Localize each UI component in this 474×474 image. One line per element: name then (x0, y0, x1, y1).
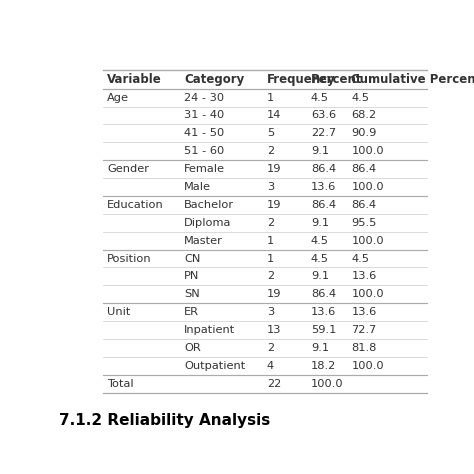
Text: 100.0: 100.0 (351, 289, 384, 299)
Text: 2: 2 (267, 218, 274, 228)
Text: 86.4: 86.4 (351, 164, 376, 174)
Text: 68.2: 68.2 (351, 110, 376, 120)
Text: 90.9: 90.9 (351, 128, 377, 138)
Text: 100.0: 100.0 (351, 146, 384, 156)
Text: 95.5: 95.5 (351, 218, 377, 228)
Text: 1: 1 (267, 92, 274, 102)
Text: 4.5: 4.5 (311, 236, 329, 246)
Text: Frequency: Frequency (267, 73, 336, 86)
Text: 9.1: 9.1 (311, 343, 329, 353)
Text: 4.5: 4.5 (351, 254, 369, 264)
Text: 86.4: 86.4 (311, 200, 336, 210)
Text: Inpatient: Inpatient (184, 325, 236, 335)
Text: Unit: Unit (107, 307, 130, 317)
Text: 13.6: 13.6 (351, 272, 376, 282)
Text: 2: 2 (267, 146, 274, 156)
Text: 2: 2 (267, 343, 274, 353)
Text: 5: 5 (267, 128, 274, 138)
Text: 4.5: 4.5 (351, 92, 369, 102)
Text: 19: 19 (267, 200, 281, 210)
Text: Gender: Gender (107, 164, 149, 174)
Text: ER: ER (184, 307, 199, 317)
Text: 4: 4 (267, 361, 274, 371)
Text: 86.4: 86.4 (311, 164, 336, 174)
Text: 2: 2 (267, 272, 274, 282)
Text: 18.2: 18.2 (311, 361, 336, 371)
Text: 100.0: 100.0 (351, 361, 384, 371)
Text: 4.5: 4.5 (311, 254, 329, 264)
Text: 3: 3 (267, 307, 274, 317)
Text: 13.6: 13.6 (351, 307, 376, 317)
Text: 51 - 60: 51 - 60 (184, 146, 224, 156)
Text: 100.0: 100.0 (311, 379, 344, 389)
Text: 4.5: 4.5 (311, 92, 329, 102)
Text: Category: Category (184, 73, 245, 86)
Text: 9.1: 9.1 (311, 146, 329, 156)
Text: 14: 14 (267, 110, 281, 120)
Text: OR: OR (184, 343, 201, 353)
Text: Outpatient: Outpatient (184, 361, 246, 371)
Text: 9.1: 9.1 (311, 272, 329, 282)
Text: Male: Male (184, 182, 211, 192)
Text: Diploma: Diploma (184, 218, 231, 228)
Text: 100.0: 100.0 (351, 182, 384, 192)
Text: Bachelor: Bachelor (184, 200, 234, 210)
Text: Variable: Variable (107, 73, 162, 86)
Text: Education: Education (107, 200, 164, 210)
Text: 1: 1 (267, 254, 274, 264)
Text: 3: 3 (267, 182, 274, 192)
Text: 7.1.2 Reliability Analysis: 7.1.2 Reliability Analysis (59, 413, 271, 428)
Text: 1: 1 (267, 236, 274, 246)
Text: 24 - 30: 24 - 30 (184, 92, 224, 102)
Text: 59.1: 59.1 (311, 325, 336, 335)
Text: Position: Position (107, 254, 152, 264)
Text: Female: Female (184, 164, 225, 174)
Text: Master: Master (184, 236, 223, 246)
Text: Percent: Percent (311, 73, 363, 86)
Text: 9.1: 9.1 (311, 218, 329, 228)
Text: Total: Total (107, 379, 134, 389)
Text: PN: PN (184, 272, 200, 282)
Text: 86.4: 86.4 (311, 289, 336, 299)
Text: 13.6: 13.6 (311, 307, 336, 317)
Text: 86.4: 86.4 (351, 200, 376, 210)
Text: 31 - 40: 31 - 40 (184, 110, 224, 120)
Text: 81.8: 81.8 (351, 343, 377, 353)
Text: CN: CN (184, 254, 201, 264)
Text: 41 - 50: 41 - 50 (184, 128, 224, 138)
Text: 100.0: 100.0 (351, 236, 384, 246)
Text: 13.6: 13.6 (311, 182, 336, 192)
Text: 22: 22 (267, 379, 281, 389)
Text: 19: 19 (267, 289, 281, 299)
Text: 72.7: 72.7 (351, 325, 376, 335)
Text: Age: Age (107, 92, 129, 102)
Text: 13: 13 (267, 325, 281, 335)
Text: SN: SN (184, 289, 200, 299)
Text: 19: 19 (267, 164, 281, 174)
Text: Cumulative Percent: Cumulative Percent (351, 73, 474, 86)
Text: 22.7: 22.7 (311, 128, 336, 138)
Text: 63.6: 63.6 (311, 110, 336, 120)
